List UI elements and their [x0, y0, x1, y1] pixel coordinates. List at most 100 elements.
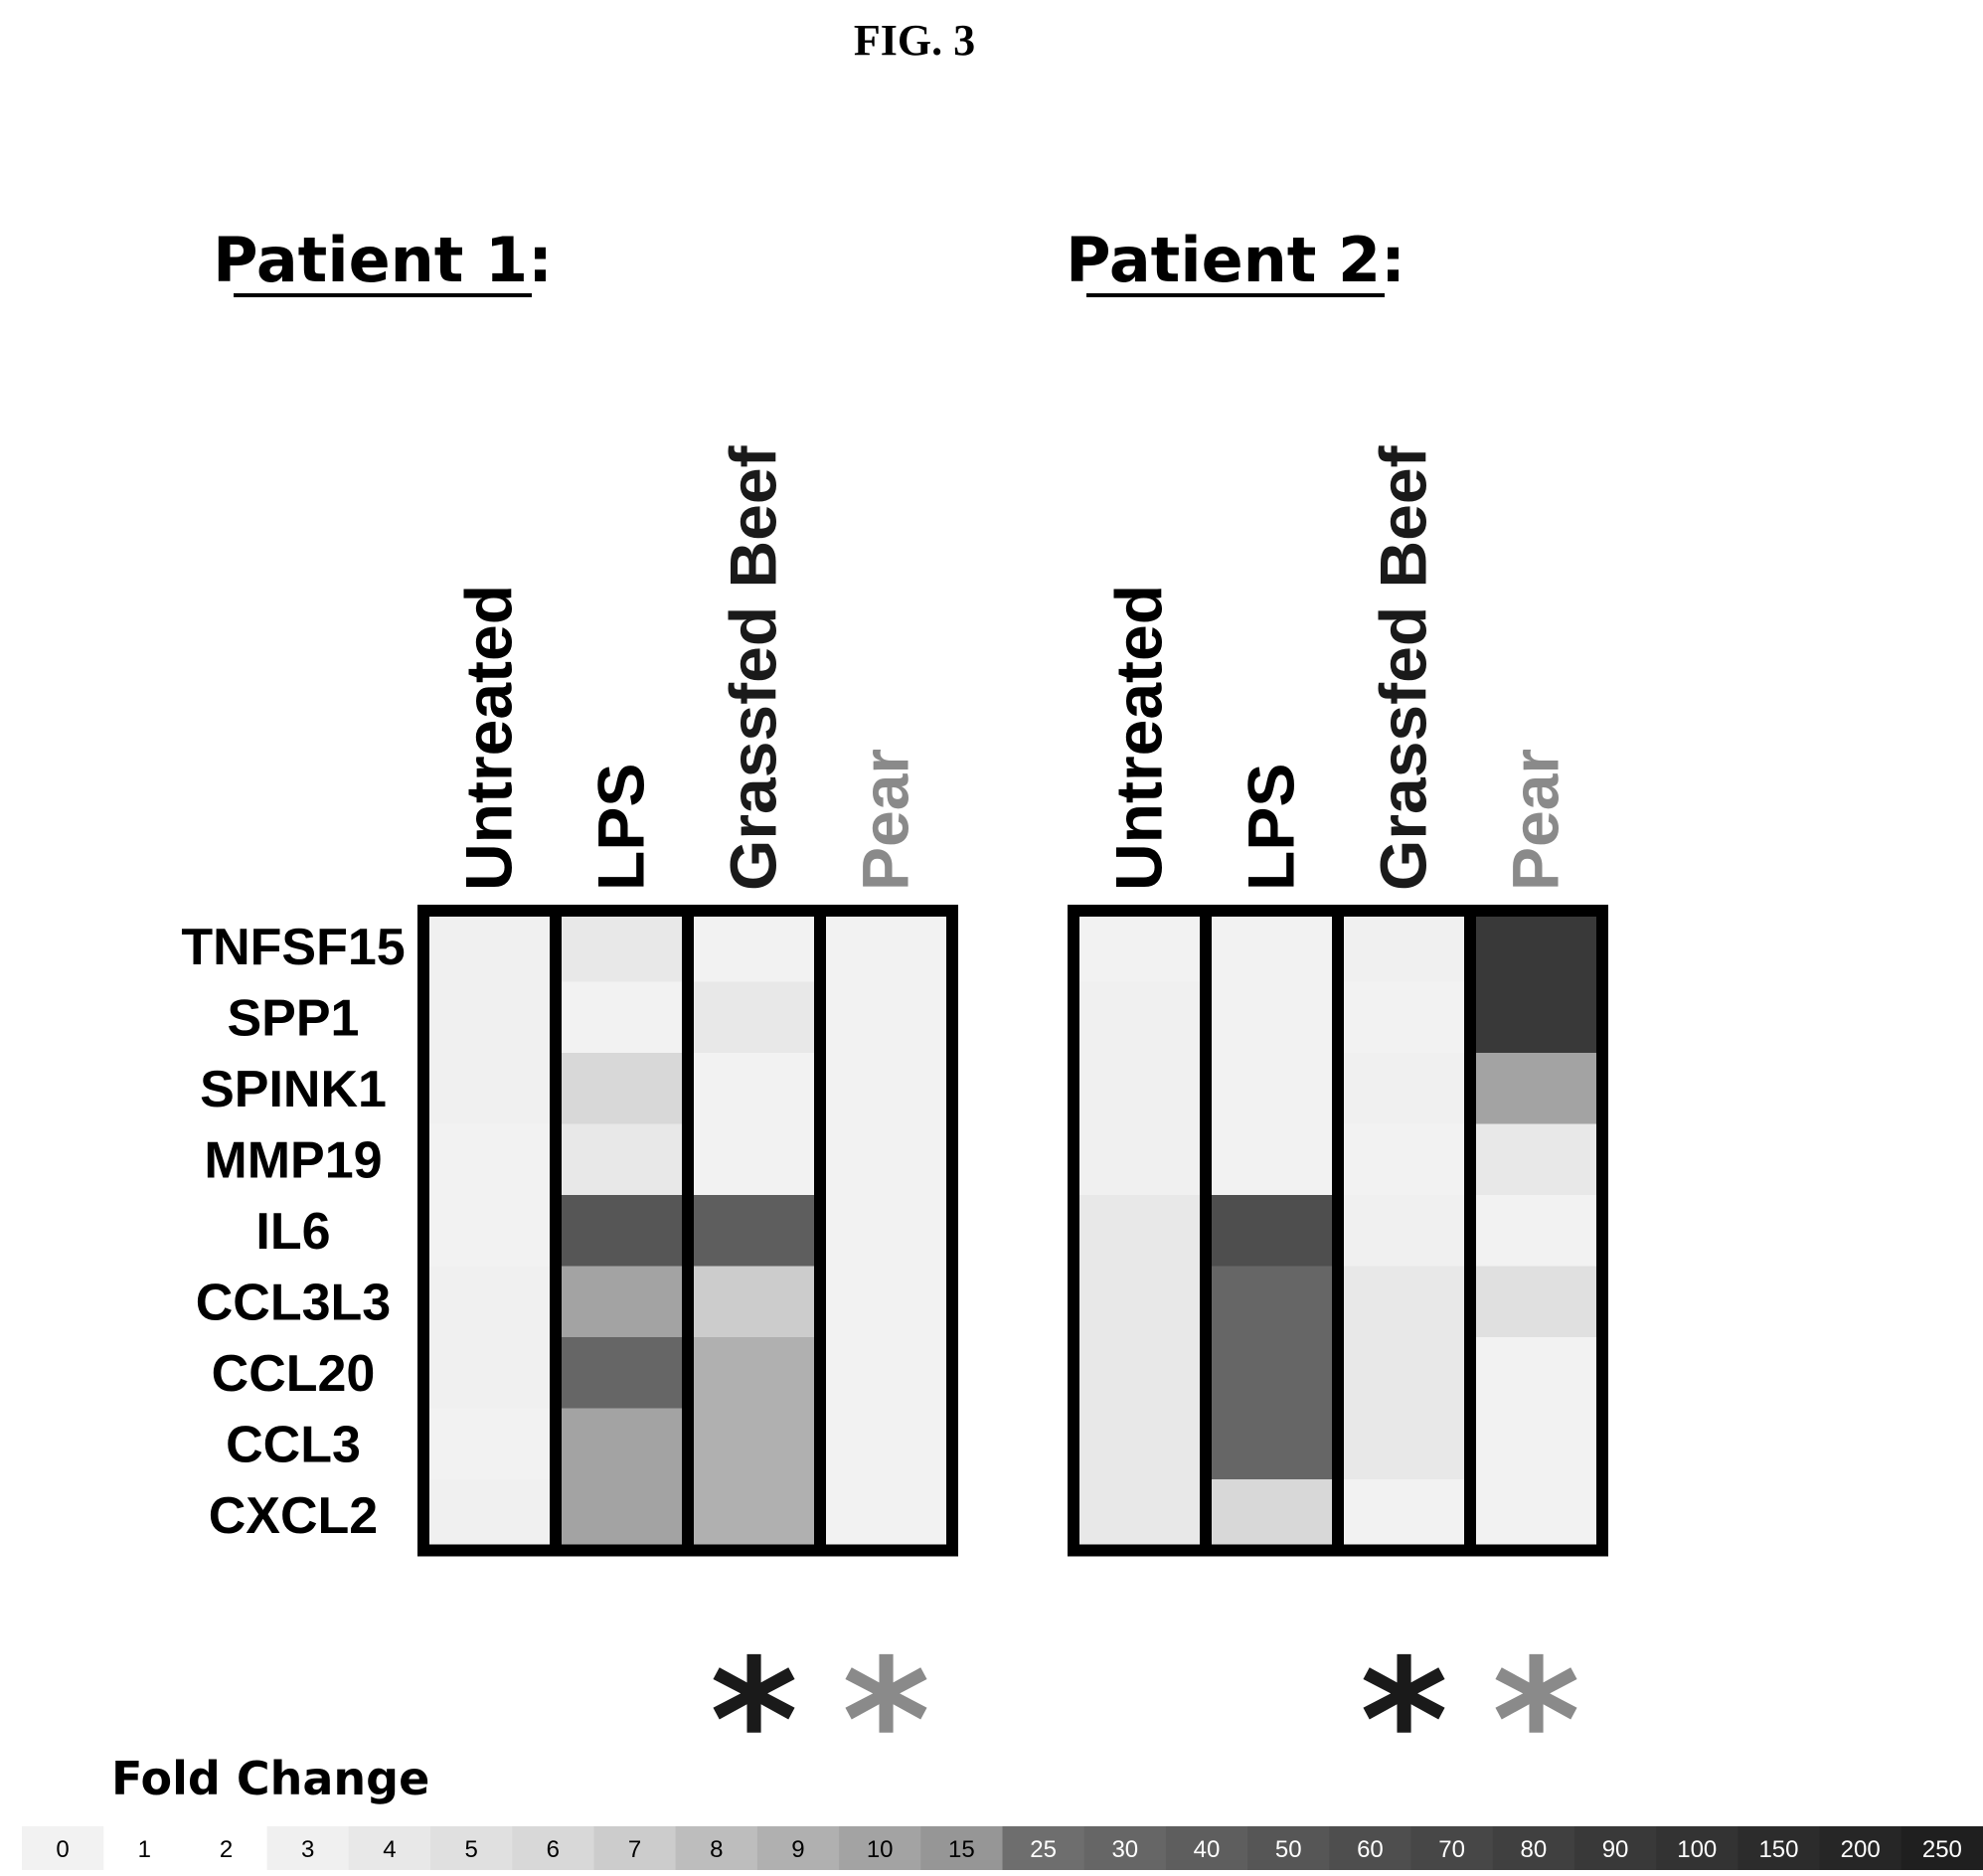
legend-tick-label: 10 [867, 1836, 894, 1863]
legend-swatch [1737, 1826, 1821, 1870]
heatmap-cell [1338, 1337, 1470, 1409]
row-label: TNFSF15 [181, 919, 405, 976]
legend-swatch [1492, 1826, 1575, 1870]
legend-swatch [1656, 1826, 1738, 1870]
legend-tick-label: 1 [138, 1836, 151, 1863]
legend-tick-label: 3 [301, 1836, 314, 1863]
heatmap-cell [423, 1053, 556, 1124]
heatmap-cell [1470, 981, 1602, 1054]
figure-label: FIG. 3 [854, 16, 975, 65]
legend-swatch [512, 1826, 594, 1870]
legend-tick-label: 2 [220, 1836, 233, 1863]
column-label: LPS [1235, 764, 1308, 891]
row-label: MMP19 [204, 1131, 382, 1189]
panel-title: Patient 2: [1066, 224, 1405, 296]
row-label: CCL3L3 [196, 1274, 391, 1331]
significance-marker: * [1492, 1623, 1580, 1820]
legend-tick-label: 50 [1275, 1836, 1302, 1863]
legend-swatch [1819, 1826, 1902, 1870]
heatmap-panels: Patient 1: Untreated LPS Grassfed Beef Pear *… [181, 224, 1608, 1820]
heatmap-cell [820, 1479, 952, 1551]
legend-swatch [593, 1826, 677, 1870]
heatmap-cell [820, 1195, 952, 1267]
legend-swatch [22, 1826, 104, 1870]
heatmap-cell [688, 1408, 820, 1480]
heatmap-cell [556, 1408, 688, 1480]
legend-tick-label: 5 [464, 1836, 477, 1863]
heatmap-cell [1338, 1195, 1470, 1267]
heatmap-cell [1206, 1337, 1338, 1409]
significance-marker: * [1360, 1623, 1448, 1820]
heatmap-cell [1338, 1266, 1470, 1338]
legend-tick-label: 100 [1677, 1836, 1717, 1863]
fold-change-legend: Fold Change 0 1 2 3 4 5 6 7 8 9 10 15 25 30 40 50 60 70 80 9… [22, 1752, 1983, 1870]
heatmap-cell [1074, 1479, 1206, 1551]
heatmap-cell [556, 1479, 688, 1551]
column-label: Untreated [1102, 585, 1176, 891]
heatmap-cell [423, 1337, 556, 1409]
heatmap-cell [1470, 1479, 1602, 1551]
row-label: CCL3 [226, 1416, 361, 1473]
legend-tick-label: 4 [383, 1836, 396, 1863]
heatmap-cell [1206, 911, 1338, 982]
legend-tick-label: 80 [1521, 1836, 1548, 1863]
legend-tick-label: 150 [1758, 1836, 1798, 1863]
legend-swatch [1573, 1826, 1657, 1870]
row-label: CXCL2 [209, 1487, 378, 1545]
legend-tick-label: 30 [1111, 1836, 1138, 1863]
heatmap-cell [423, 1195, 556, 1267]
heatmap-cell [688, 1479, 820, 1551]
legend-swatch [266, 1826, 350, 1870]
heatmap-cell [556, 1266, 688, 1338]
heatmap-cell [1470, 1408, 1602, 1480]
significance-marker: * [710, 1623, 798, 1820]
legend-tick-label: 90 [1602, 1836, 1629, 1863]
heatmap-cell [1338, 1408, 1470, 1480]
heatmap-cell [820, 1266, 952, 1338]
heatmap-cell [1338, 981, 1470, 1054]
legend-swatch [839, 1826, 921, 1870]
heatmap-cell [1074, 1408, 1206, 1480]
heatmap-cell [1470, 1266, 1602, 1338]
legend-tick-label: 8 [710, 1836, 723, 1863]
legend-swatch [1329, 1826, 1412, 1870]
heatmap-cell [423, 911, 556, 982]
heatmap-cell [1338, 911, 1470, 982]
panel-title: Patient 1: [213, 224, 553, 296]
row-label: SPP1 [228, 989, 360, 1047]
heatmap-cell [688, 1337, 820, 1409]
legend-swatch [185, 1826, 268, 1870]
heatmap-cell [820, 1408, 952, 1480]
heatmap-cell [556, 1053, 688, 1124]
heatmap-cell [688, 1123, 820, 1196]
heatmap-cell [1470, 911, 1602, 982]
legend-swatch [1083, 1826, 1167, 1870]
legend-tick-label: 25 [1030, 1836, 1057, 1863]
column-label: Pear [1499, 749, 1572, 891]
column-label: Grassfed Beef [717, 444, 790, 891]
legend-tick-label: 200 [1841, 1836, 1881, 1863]
heatmap-cell [1470, 1195, 1602, 1267]
heatmap-cell [423, 1479, 556, 1551]
legend-title: Fold Change [111, 1752, 429, 1805]
heatmap-cell [1206, 1053, 1338, 1124]
legend-tick-label: 250 [1922, 1836, 1962, 1863]
legend-swatch [1247, 1826, 1330, 1870]
legend-swatch [920, 1826, 1003, 1870]
heatmap-cell [1074, 1266, 1206, 1338]
legend-tick-label: 70 [1438, 1836, 1465, 1863]
panel-title-underline [234, 293, 532, 297]
panel-1: Patient 1: Untreated LPS Grassfed Beef Pear *… [181, 224, 958, 1820]
row-label: IL6 [255, 1203, 330, 1261]
heatmap-cell [1206, 1479, 1338, 1551]
legend-tick-label: 60 [1357, 1836, 1384, 1863]
legend-swatch [1900, 1826, 1983, 1870]
legend-swatch [1165, 1826, 1248, 1870]
row-label: SPINK1 [200, 1061, 387, 1118]
heatmap-cell [1074, 1123, 1206, 1196]
legend-tick-label: 6 [547, 1836, 560, 1863]
panel-title-underline [1086, 293, 1385, 297]
legend-swatch [1002, 1826, 1085, 1870]
heatmap-cell [556, 911, 688, 982]
heatmap-cell [820, 1053, 952, 1124]
